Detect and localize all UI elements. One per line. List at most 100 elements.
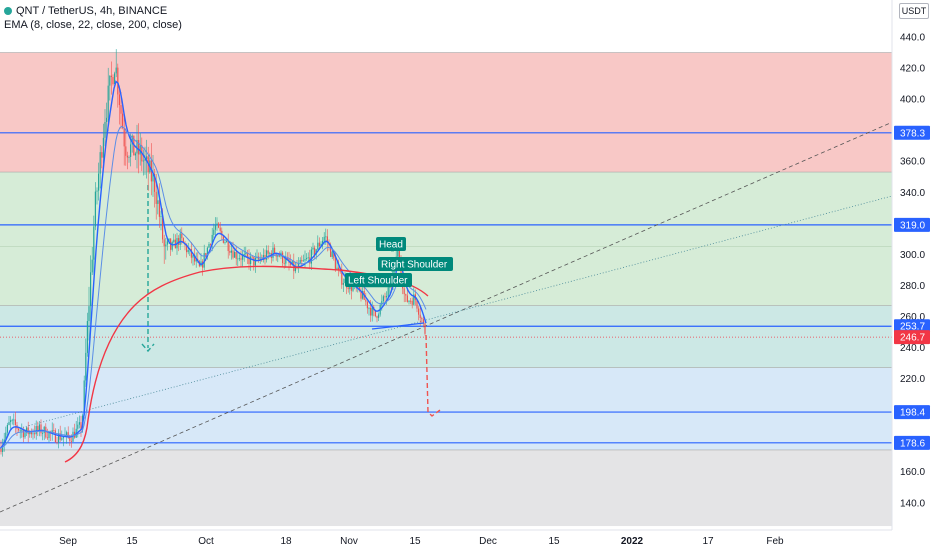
candle-body xyxy=(168,238,170,242)
candle-body xyxy=(131,135,133,145)
zone-rect xyxy=(0,52,892,173)
price-tag-label[interactable]: 246.7 xyxy=(900,333,925,344)
price-tag-label[interactable]: 319.0 xyxy=(900,220,925,231)
candle-body xyxy=(406,295,408,302)
candle-body xyxy=(67,432,69,437)
price-tag-bg[interactable] xyxy=(894,330,930,345)
candle-body xyxy=(240,258,242,260)
candle-body xyxy=(371,307,373,316)
price-tag-bg[interactable] xyxy=(894,319,930,334)
candle-body xyxy=(59,433,61,440)
candle-body xyxy=(333,251,335,259)
candle-body xyxy=(226,240,228,243)
price-tag-label[interactable]: 178.6 xyxy=(900,438,925,449)
candle-body xyxy=(157,200,159,204)
candle-body xyxy=(192,255,194,258)
candle-body xyxy=(194,255,196,262)
price-axis-bg xyxy=(892,0,932,550)
candle-body xyxy=(315,249,317,255)
candle-body xyxy=(410,300,412,302)
annotation-label-bg[interactable] xyxy=(376,237,406,251)
candle-body xyxy=(134,153,136,156)
candle-body xyxy=(216,223,218,226)
candle-body xyxy=(214,225,216,230)
candle-body xyxy=(53,430,55,431)
price-tag-label[interactable]: 253.7 xyxy=(900,322,925,333)
candle-body xyxy=(69,436,71,441)
candle-body xyxy=(102,137,104,158)
candle-body xyxy=(405,294,407,296)
neckline[interactable] xyxy=(371,322,425,330)
candle-body xyxy=(46,437,48,439)
price-tag-bg[interactable] xyxy=(894,405,930,420)
candle-body xyxy=(38,424,40,431)
candle-body xyxy=(85,352,87,381)
candle-body xyxy=(155,191,157,204)
candle-body xyxy=(112,77,114,85)
candle-body xyxy=(162,215,164,240)
candle-body xyxy=(248,256,250,264)
annotation-label[interactable]: Left Shoulder xyxy=(348,276,408,287)
currency-button[interactable]: USDT xyxy=(899,3,929,19)
x-axis-tick-label: Feb xyxy=(766,536,784,547)
annotation-label-bg[interactable] xyxy=(378,257,453,271)
candle-body xyxy=(128,156,130,158)
candle-body xyxy=(341,272,343,285)
candle-body xyxy=(381,301,383,305)
projection-arrow-green[interactable] xyxy=(141,185,155,353)
candle-body xyxy=(398,245,400,260)
candle-body xyxy=(173,239,175,242)
trend-line-dotted[interactable] xyxy=(19,195,893,429)
x-axis-tick-label: 15 xyxy=(126,536,138,547)
candle-body xyxy=(66,432,68,436)
y-axis-tick-label: 360.0 xyxy=(900,157,925,168)
candle-body xyxy=(334,258,336,270)
candle-body xyxy=(146,156,148,160)
y-axis-tick-label: 440.0 xyxy=(900,33,925,44)
annotation-label[interactable]: Head xyxy=(379,240,403,251)
candle-body xyxy=(277,255,279,257)
candle-body xyxy=(70,440,72,442)
candle-body xyxy=(181,233,183,239)
candle-body xyxy=(366,301,368,309)
candle-body xyxy=(109,75,111,86)
y-axis-tick-label: 420.0 xyxy=(900,64,925,75)
price-tag-label[interactable]: 198.4 xyxy=(900,408,925,419)
annotation-label[interactable]: Right Shoulder xyxy=(381,260,448,271)
x-axis-tick-label: 2022 xyxy=(621,536,644,547)
candle-body xyxy=(224,242,226,243)
trend-line-dashed[interactable] xyxy=(0,109,921,513)
x-axis-tick-label: 18 xyxy=(280,536,292,547)
price-tag-bg[interactable] xyxy=(894,217,930,232)
x-axis-tick-label: 15 xyxy=(409,536,421,547)
price-tag-bg[interactable] xyxy=(894,435,930,450)
candle-body xyxy=(330,245,332,257)
candle-body xyxy=(301,259,303,262)
candle-body xyxy=(290,262,292,265)
candle-body xyxy=(352,286,354,291)
price-tag-bg[interactable] xyxy=(894,125,930,140)
candle-body xyxy=(30,431,32,435)
candle-body xyxy=(382,296,384,302)
candle-body xyxy=(347,287,349,290)
candle-body xyxy=(18,428,20,431)
zone-rect xyxy=(0,367,892,450)
candle-body xyxy=(35,426,37,435)
price-tag-label[interactable]: 378.3 xyxy=(900,128,925,139)
y-axis-tick-label: 280.0 xyxy=(900,281,925,292)
x-axis-tick-label: 17 xyxy=(702,536,714,547)
candle-body xyxy=(186,245,188,253)
candle-body xyxy=(376,316,378,318)
candle-body xyxy=(90,272,92,307)
candle-body xyxy=(218,223,220,228)
candle-body xyxy=(320,243,322,247)
candle-body xyxy=(78,422,80,425)
candle-body xyxy=(368,307,370,309)
candle-body xyxy=(93,226,95,260)
candle-body xyxy=(5,432,7,440)
annotation-label-bg[interactable] xyxy=(345,273,412,287)
symbol-row: QNT / TetherUS, 4h, BINANCE xyxy=(4,4,182,18)
candle-body xyxy=(179,233,181,245)
